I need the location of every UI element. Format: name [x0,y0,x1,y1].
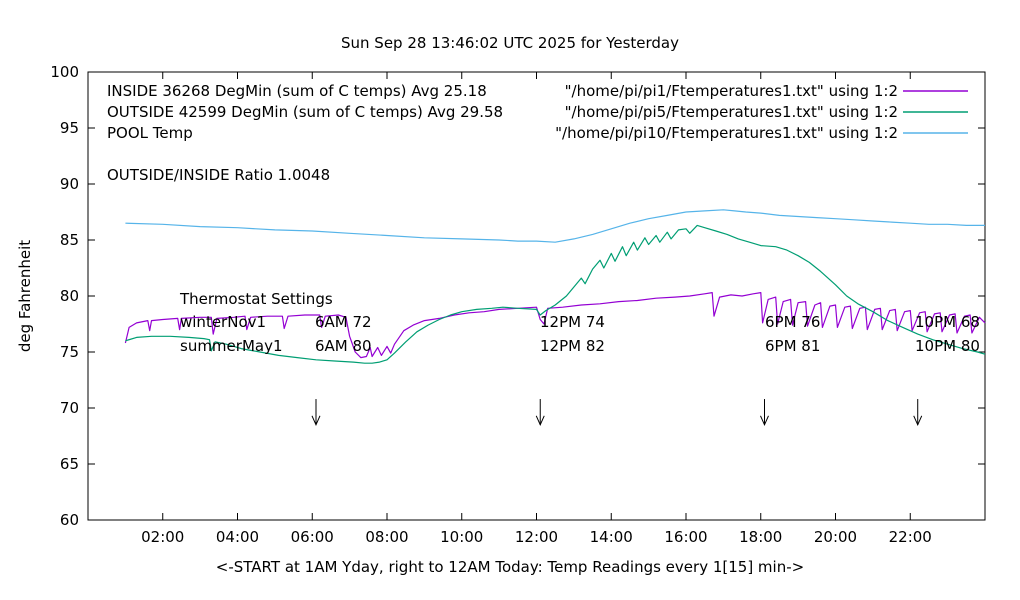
thermostat-winter-10pm: 10PM 68 [915,313,980,331]
x-tick-label: 08:00 [365,528,408,546]
thermostat-summer-12pm: 12PM 82 [540,337,605,355]
thermostat-winter-12pm: 12PM 74 [540,313,605,331]
legend-label-pool: POOL Temp [107,124,193,142]
y-tick-label: 85 [60,231,79,249]
x-tick-label: 16:00 [664,528,707,546]
y-axis-label: deg Fahrenheit [16,239,34,353]
setpoint-arrowhead [913,415,923,427]
y-tick-label: 70 [60,399,79,417]
legend-label-outside: OUTSIDE 42599 DegMin (sum of C temps) Av… [107,103,504,121]
thermostat-summer-season: summerMay1 [180,337,283,355]
series-inside-line [124,292,986,359]
setpoint-arrowhead [311,415,321,427]
thermostat-winter-6pm: 6PM 76 [765,313,821,331]
legend-source-outside: "/home/pi/pi5/Ftemperatures1.txt" using … [564,103,898,121]
series-pool-line [125,209,985,243]
x-tick-label: 06:00 [291,528,334,546]
thermostat-winter-6am: 6AM 72 [315,313,372,331]
thermostat-summer-6am: 6AM 80 [315,337,372,355]
x-tick-label: 14:00 [590,528,633,546]
x-axis-label: <-START at 1AM Yday, right to 12AM Today… [215,558,805,576]
x-tick-label: 20:00 [814,528,857,546]
x-tick-label: 12:00 [515,528,558,546]
y-tick-label: 90 [60,175,79,193]
thermostat-summer-6pm: 6PM 81 [765,337,821,355]
y-tick-label: 95 [60,119,79,137]
x-tick-label: 18:00 [739,528,782,546]
setpoint-arrowhead [535,415,545,427]
y-tick-label: 60 [60,511,79,529]
x-tick-label: 22:00 [889,528,932,546]
y-tick-label: 65 [60,455,79,473]
thermostat-settings-heading: Thermostat Settings [180,290,333,308]
x-tick-label: 04:00 [216,528,259,546]
thermostat-summer-10pm: 10PM 80 [915,337,980,355]
thermostat-winter-season: winterNov1 [180,313,267,331]
series-outside-line [125,224,986,364]
y-tick-label: 80 [60,287,79,305]
legend-source-pool: "/home/pi/pi10/Ftemperatures1.txt" using… [555,124,898,142]
chart-title: Sun Sep 28 13:46:02 UTC 2025 for Yesterd… [341,34,679,52]
x-tick-label: 10:00 [440,528,483,546]
ratio-annotation: OUTSIDE/INSIDE Ratio 1.0048 [107,166,331,184]
setpoint-arrowhead [760,415,769,427]
y-tick-label: 75 [60,343,79,361]
legend-label-inside: INSIDE 36268 DegMin (sum of C temps) Avg… [107,82,487,100]
y-tick-label: 100 [50,63,79,81]
legend-source-inside: "/home/pi/pi1/Ftemperatures1.txt" using … [564,82,898,100]
x-tick-label: 02:00 [141,528,184,546]
